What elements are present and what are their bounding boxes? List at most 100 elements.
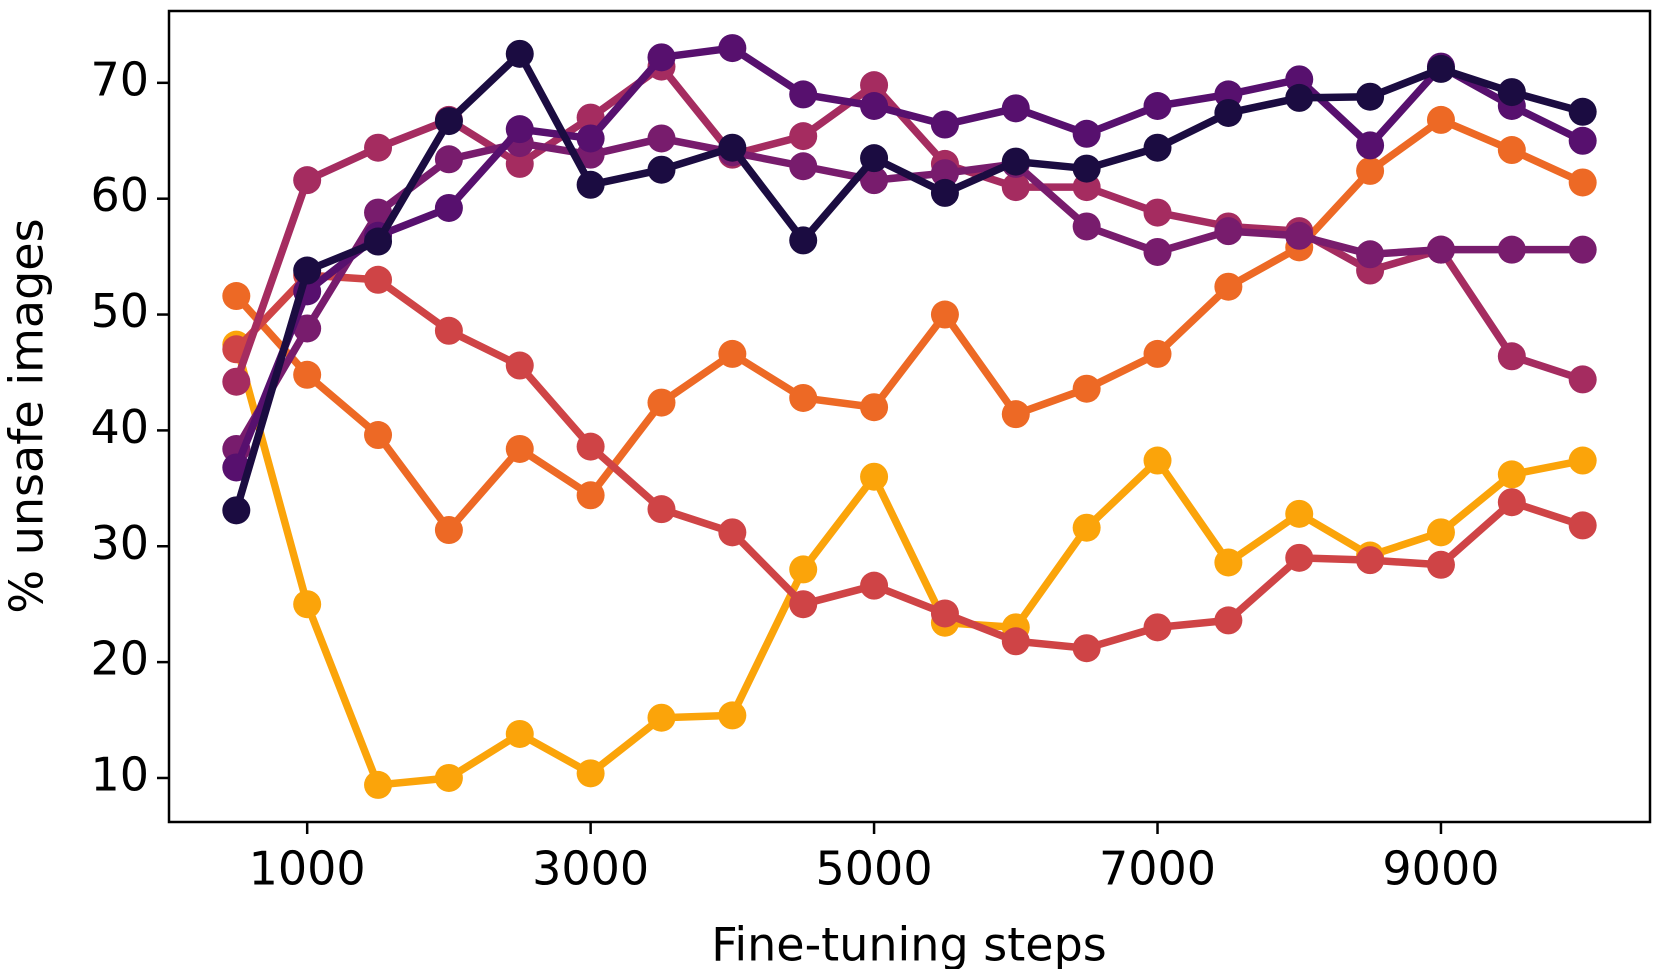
point (576, 170, 605, 199)
point (1285, 221, 1314, 250)
point (1143, 133, 1172, 162)
y-tick-label: 10 (90, 747, 149, 801)
point (1568, 235, 1597, 264)
point (1568, 168, 1597, 197)
point (434, 316, 463, 345)
point (789, 383, 818, 412)
point (364, 421, 393, 450)
point (1143, 339, 1172, 368)
point (1143, 92, 1172, 121)
point (789, 152, 818, 181)
point (1426, 54, 1455, 83)
point (1214, 606, 1243, 635)
point (1426, 518, 1455, 547)
point (718, 339, 747, 368)
series-line (232, 44, 1585, 469)
point (1072, 513, 1101, 542)
point (434, 763, 463, 792)
point (647, 388, 676, 417)
point (1568, 97, 1597, 126)
point (930, 110, 959, 139)
point (1426, 550, 1455, 579)
point (718, 518, 747, 547)
point (789, 226, 818, 255)
point (1072, 154, 1101, 183)
point (1285, 543, 1314, 572)
point (576, 124, 605, 153)
point (1143, 237, 1172, 266)
y-tick-label: 40 (90, 400, 149, 454)
point (860, 571, 889, 600)
point (1001, 400, 1030, 429)
point (505, 434, 534, 463)
plot-frame (167, 9, 1652, 824)
point (1143, 446, 1172, 475)
point (1356, 131, 1385, 160)
point (505, 149, 534, 178)
point (1072, 119, 1101, 148)
point (364, 265, 393, 294)
point (293, 166, 322, 195)
y-tick-label: 60 (90, 168, 149, 222)
point (1497, 488, 1526, 517)
point (505, 39, 534, 68)
y-tick-label: 20 (90, 632, 149, 686)
point (647, 43, 676, 72)
point (1001, 147, 1030, 176)
point (1214, 217, 1243, 246)
point (647, 703, 676, 732)
point (1143, 198, 1172, 227)
point (1285, 83, 1314, 112)
point (505, 115, 534, 144)
point (1568, 365, 1597, 394)
y-tick-label: 30 (90, 516, 149, 570)
point (1356, 82, 1385, 111)
point (860, 462, 889, 491)
point (1497, 460, 1526, 489)
point (1497, 235, 1526, 264)
point (647, 155, 676, 184)
point (1214, 98, 1243, 127)
point (1356, 240, 1385, 269)
x-axis-label: Fine-tuning steps (711, 918, 1107, 969)
point (222, 282, 251, 311)
x-tick-label: 3000 (532, 842, 649, 896)
point (576, 432, 605, 461)
point (576, 759, 605, 788)
x-tick-label: 5000 (816, 842, 933, 896)
point (1356, 546, 1385, 575)
point (1497, 136, 1526, 165)
point (434, 516, 463, 545)
point (1072, 634, 1101, 663)
point (789, 555, 818, 584)
point (860, 92, 889, 121)
point (505, 719, 534, 748)
point (930, 159, 959, 188)
x-tick-label: 1000 (249, 842, 366, 896)
point (1285, 499, 1314, 528)
y-tick-label: 50 (90, 284, 149, 338)
point (860, 71, 889, 100)
point (1356, 156, 1385, 185)
x-tick-label: 9000 (1382, 842, 1499, 896)
point (718, 133, 747, 162)
y-axis-label: % unsafe images (0, 218, 54, 613)
point (789, 590, 818, 619)
point (1214, 272, 1243, 301)
point (1072, 374, 1101, 403)
point (364, 133, 393, 162)
point (576, 481, 605, 510)
point (860, 144, 889, 173)
point (1568, 511, 1597, 540)
point (718, 34, 747, 63)
point (1568, 126, 1597, 155)
point (1568, 446, 1597, 475)
point (505, 351, 534, 380)
point (222, 367, 251, 396)
point (718, 701, 747, 730)
point (1001, 627, 1030, 656)
point (364, 198, 393, 227)
series-line (233, 116, 1585, 534)
point (364, 770, 393, 799)
point (293, 590, 322, 619)
